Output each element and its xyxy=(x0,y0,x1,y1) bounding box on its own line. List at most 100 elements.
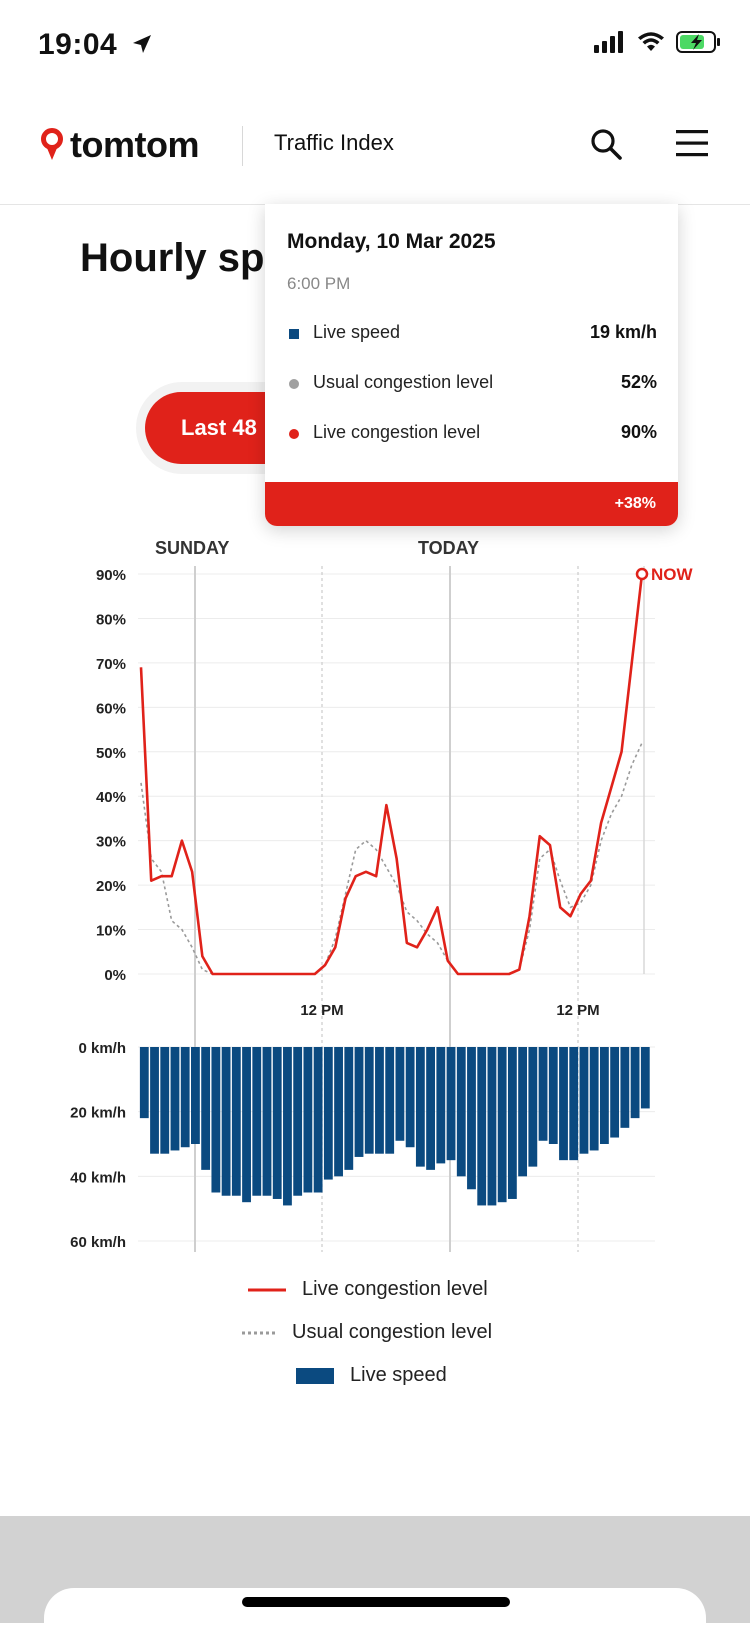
now-marker xyxy=(635,567,649,581)
status-bar: 19:04 xyxy=(0,0,750,92)
y-tick-label: 50% xyxy=(96,745,126,762)
tooltip-row-live-congestion: Live congestion level 90% xyxy=(287,422,657,446)
tooltip-row-value: 19 km/h xyxy=(589,322,657,342)
hamburger-menu-icon[interactable] xyxy=(676,128,708,158)
speed-bar xyxy=(415,1047,425,1167)
status-time: 19:04 xyxy=(38,28,154,62)
map-pin-icon xyxy=(41,128,63,160)
legend-label: Live congestion level xyxy=(302,1278,488,1300)
speed-bar xyxy=(456,1047,466,1177)
x-tick-label: 12 PM xyxy=(556,1002,599,1019)
speed-bar xyxy=(354,1047,364,1157)
y-tick-label: 10% xyxy=(96,923,126,940)
speed-bar xyxy=(507,1047,517,1199)
now-label: NOW xyxy=(651,565,694,584)
status-time-text: 19:04 xyxy=(38,28,118,61)
day-label: TODAY xyxy=(418,538,479,558)
speed-bar xyxy=(589,1047,599,1151)
speed-bar xyxy=(252,1047,262,1196)
tooltip-row-value: 52% xyxy=(620,372,657,392)
speed-bar xyxy=(487,1047,497,1206)
y-tick-label: 0% xyxy=(104,967,126,984)
speed-bar xyxy=(569,1047,579,1161)
speed-bar xyxy=(477,1047,487,1206)
speed-bar xyxy=(150,1047,159,1154)
location-arrow-icon xyxy=(133,35,152,53)
speed-bar xyxy=(364,1047,374,1154)
speed-bar xyxy=(231,1047,241,1196)
solid-line-swatch-icon xyxy=(248,1288,286,1291)
speed-bar xyxy=(467,1047,476,1190)
battery-charging-icon xyxy=(676,31,720,53)
speed-bar xyxy=(395,1047,405,1141)
y-tick-label: 70% xyxy=(96,656,126,673)
y-tick-label: 30% xyxy=(96,834,126,851)
x-tick-label: 12 PM xyxy=(300,1002,343,1019)
speed-tick-label: 0 km/h xyxy=(78,1040,126,1057)
speed-bar xyxy=(497,1047,507,1203)
speed-bar xyxy=(242,1047,251,1203)
tooltip-row-usual-congestion: Usual congestion level 52% xyxy=(287,372,657,396)
site-header: tomtom Traffic Index xyxy=(0,92,750,205)
legend-label: Live speed xyxy=(350,1364,447,1386)
cellular-signal-icon xyxy=(594,31,623,53)
speed-bar xyxy=(538,1047,548,1141)
speed-bar xyxy=(385,1047,395,1154)
speed-bar xyxy=(436,1047,446,1164)
speed-bar xyxy=(375,1047,384,1154)
speed-bar xyxy=(548,1047,558,1144)
status-icons xyxy=(594,30,722,54)
speed-tick-label: 40 km/h xyxy=(70,1169,126,1186)
speed-bar xyxy=(262,1047,272,1196)
tooltip-row-label: Live congestion level xyxy=(313,422,481,442)
speed-bar xyxy=(313,1047,323,1193)
tooltip-row-value: 90% xyxy=(620,422,657,442)
speed-bar xyxy=(446,1047,456,1161)
y-tick-label: 20% xyxy=(96,878,126,895)
speed-tick-label: 60 km/h xyxy=(70,1234,126,1251)
speed-bar xyxy=(405,1047,415,1148)
chart-tooltip: Monday, 10 Mar 2025 6:00 PM Live speed 1… xyxy=(265,204,678,526)
y-tick-label: 80% xyxy=(96,611,126,628)
speed-bar xyxy=(344,1047,354,1170)
y-tick-label: 90% xyxy=(96,567,126,584)
dot-marker-icon xyxy=(289,379,299,389)
hourly-congestion-chart[interactable]: 0% 10% 20% 30% 40% 50% 60% 70% 80% 90% 0 km/h 20 km… xyxy=(0,530,750,1260)
speed-bar xyxy=(620,1047,630,1128)
speed-bar xyxy=(201,1047,211,1170)
speed-bar xyxy=(180,1047,190,1148)
speed-tick-label: 20 km/h xyxy=(70,1105,126,1122)
speed-bar xyxy=(283,1047,292,1206)
tooltip-difference-bar: +38% xyxy=(265,482,678,526)
header-divider xyxy=(242,126,243,166)
speed-bar xyxy=(160,1047,170,1154)
speed-bar xyxy=(559,1047,568,1161)
tooltip-row-label: Usual congestion level xyxy=(313,372,494,392)
home-indicator xyxy=(242,1597,510,1607)
tooltip-time: 6:00 PM xyxy=(287,274,351,293)
square-marker-icon xyxy=(289,329,299,339)
legend-item-live-speed: Live speed xyxy=(296,1364,447,1387)
y-tick-label: 60% xyxy=(96,700,126,717)
speed-bar xyxy=(272,1047,282,1199)
speed-bar xyxy=(211,1047,221,1193)
speed-bar xyxy=(579,1047,589,1154)
speed-bar xyxy=(323,1047,333,1180)
tooltip-row-label: Live speed xyxy=(313,322,401,342)
speed-bar xyxy=(293,1047,303,1196)
speed-bar xyxy=(518,1047,528,1177)
speed-bar xyxy=(528,1047,538,1167)
dot-marker-icon xyxy=(289,429,299,439)
logo-text: tomtom xyxy=(70,124,199,165)
live-congestion-line xyxy=(139,573,644,976)
speed-bar xyxy=(221,1047,231,1196)
search-icon[interactable] xyxy=(588,126,624,162)
page-title: Hourly sp xyxy=(80,236,265,280)
speed-bar xyxy=(610,1047,620,1138)
usual-congestion-line xyxy=(140,742,643,975)
y-tick-label: 40% xyxy=(96,789,126,806)
tooltip-difference-value: +38% xyxy=(614,495,656,512)
speed-bar xyxy=(630,1047,640,1119)
tomtom-logo[interactable]: tomtom xyxy=(40,124,199,166)
header-title[interactable]: Traffic Index xyxy=(274,130,394,155)
